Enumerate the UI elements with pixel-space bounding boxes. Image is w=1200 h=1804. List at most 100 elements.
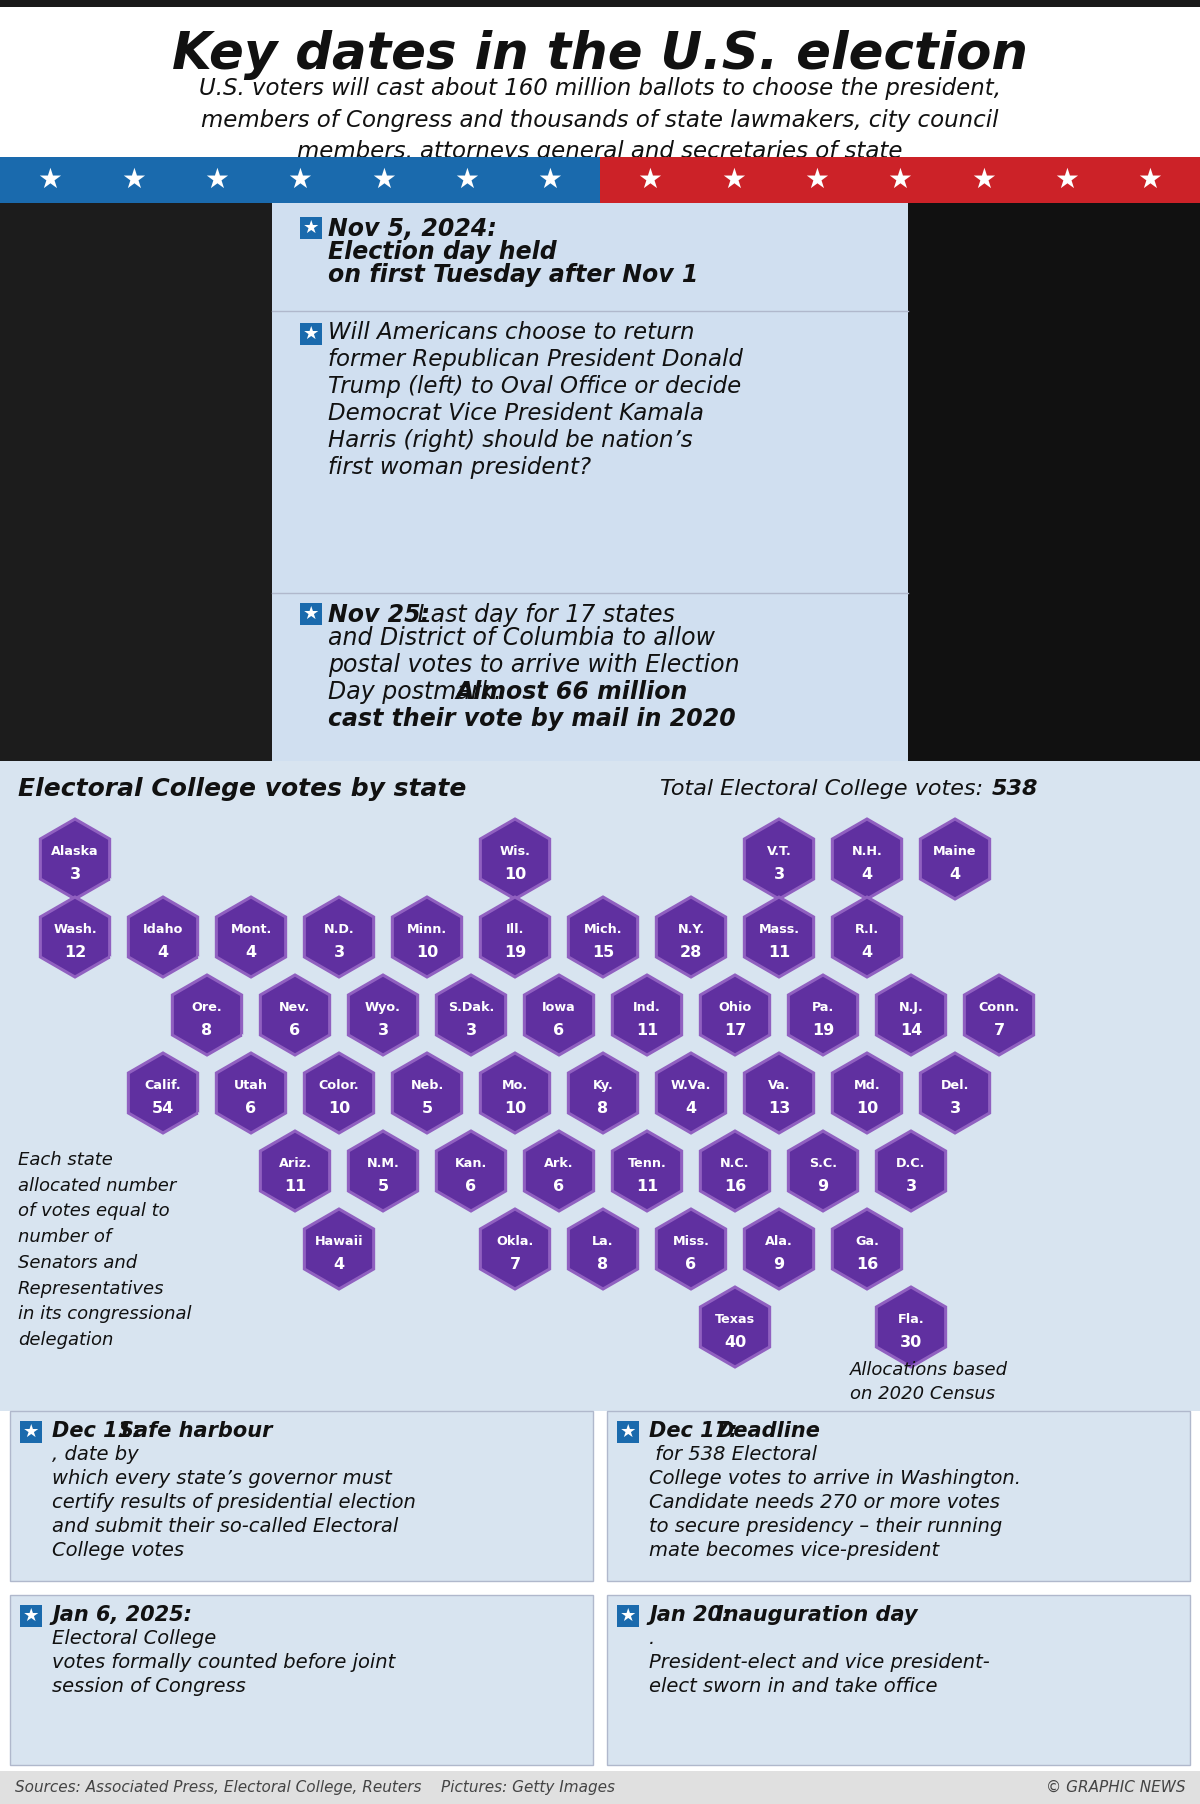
FancyBboxPatch shape xyxy=(10,1411,593,1580)
Text: Okla.: Okla. xyxy=(497,1236,534,1248)
Text: Calif.: Calif. xyxy=(145,1079,181,1091)
FancyBboxPatch shape xyxy=(0,0,1200,7)
Text: Key dates in the U.S. election: Key dates in the U.S. election xyxy=(172,31,1028,79)
Text: 16: 16 xyxy=(856,1257,878,1272)
Text: Ark.: Ark. xyxy=(545,1158,574,1171)
Polygon shape xyxy=(348,1131,418,1210)
Text: Ga.: Ga. xyxy=(856,1236,878,1248)
Text: 8: 8 xyxy=(598,1257,608,1272)
Text: 10: 10 xyxy=(856,1100,878,1115)
Text: 6: 6 xyxy=(289,1023,300,1037)
Text: Allocations based
on 2020 Census: Allocations based on 2020 Census xyxy=(850,1360,1008,1402)
Text: 4: 4 xyxy=(862,866,872,882)
Polygon shape xyxy=(524,974,594,1055)
Text: cast their vote by mail in 2020: cast their vote by mail in 2020 xyxy=(328,707,736,731)
Polygon shape xyxy=(173,974,241,1055)
Text: 3: 3 xyxy=(378,1023,389,1037)
Text: Md.: Md. xyxy=(853,1079,881,1091)
Text: Safe harbour: Safe harbour xyxy=(119,1422,272,1441)
Polygon shape xyxy=(216,1054,286,1133)
Text: Del.: Del. xyxy=(941,1079,970,1091)
Text: first woman president?: first woman president? xyxy=(328,456,592,480)
Text: S.Dak.: S.Dak. xyxy=(448,1001,494,1014)
Text: Wash.: Wash. xyxy=(53,924,97,936)
Text: ★: ★ xyxy=(288,166,312,195)
Polygon shape xyxy=(305,1054,373,1133)
Text: Ind.: Ind. xyxy=(634,1001,661,1014)
Text: Electoral College: Electoral College xyxy=(52,1629,216,1649)
Polygon shape xyxy=(480,1054,550,1133)
Polygon shape xyxy=(128,1054,198,1133)
FancyBboxPatch shape xyxy=(600,157,1200,204)
Text: Kan.: Kan. xyxy=(455,1158,487,1171)
Text: 5: 5 xyxy=(378,1178,389,1194)
FancyBboxPatch shape xyxy=(908,204,1200,761)
Text: elect sworn in and take office: elect sworn in and take office xyxy=(649,1678,937,1696)
Text: © GRAPHIC NEWS: © GRAPHIC NEWS xyxy=(1045,1781,1186,1795)
Text: 8: 8 xyxy=(598,1100,608,1115)
Text: 9: 9 xyxy=(774,1257,785,1272)
Text: and District of Columbia to allow: and District of Columbia to allow xyxy=(328,626,715,649)
Text: 538: 538 xyxy=(992,779,1038,799)
Text: ★: ★ xyxy=(302,325,319,343)
Text: 14: 14 xyxy=(900,1023,922,1037)
Text: N.J.: N.J. xyxy=(899,1001,923,1014)
Polygon shape xyxy=(788,974,858,1055)
Text: Nov 5, 2024:: Nov 5, 2024: xyxy=(328,216,497,242)
Text: Electoral College votes by state: Electoral College votes by state xyxy=(18,778,467,801)
Text: certify results of presidential election: certify results of presidential election xyxy=(52,1494,416,1512)
Polygon shape xyxy=(480,1209,550,1290)
Text: ★: ★ xyxy=(121,166,145,195)
Text: 6: 6 xyxy=(246,1100,257,1115)
Text: Va.: Va. xyxy=(768,1079,791,1091)
Text: Candidate needs 270 or more votes: Candidate needs 270 or more votes xyxy=(649,1494,1000,1512)
Text: 3: 3 xyxy=(70,866,80,882)
Text: Hawaii: Hawaii xyxy=(314,1236,364,1248)
Text: 3: 3 xyxy=(774,866,785,882)
Text: La.: La. xyxy=(593,1236,613,1248)
Polygon shape xyxy=(744,819,814,898)
Text: ★: ★ xyxy=(971,166,996,195)
Polygon shape xyxy=(260,974,330,1055)
Text: 13: 13 xyxy=(768,1100,790,1115)
Polygon shape xyxy=(833,819,901,898)
Text: 11: 11 xyxy=(636,1178,658,1194)
Text: W.Va.: W.Va. xyxy=(671,1079,712,1091)
Text: ★: ★ xyxy=(538,166,563,195)
Polygon shape xyxy=(524,1131,594,1210)
Polygon shape xyxy=(920,1054,990,1133)
Text: 10: 10 xyxy=(416,945,438,960)
Polygon shape xyxy=(701,1131,769,1210)
Polygon shape xyxy=(569,1209,637,1290)
Text: Ore.: Ore. xyxy=(192,1001,222,1014)
Polygon shape xyxy=(833,1209,901,1290)
Polygon shape xyxy=(348,974,418,1055)
Text: Nev.: Nev. xyxy=(280,1001,311,1014)
Text: Tenn.: Tenn. xyxy=(628,1158,666,1171)
Text: 6: 6 xyxy=(685,1257,696,1272)
Text: Utah: Utah xyxy=(234,1079,268,1091)
Text: 3: 3 xyxy=(949,1100,960,1115)
Text: N.M.: N.M. xyxy=(367,1158,400,1171)
Text: Nov 25:: Nov 25: xyxy=(328,603,430,628)
Text: Fla.: Fla. xyxy=(898,1313,924,1326)
FancyBboxPatch shape xyxy=(617,1422,640,1443)
Polygon shape xyxy=(437,974,505,1055)
Text: 16: 16 xyxy=(724,1178,746,1194)
Polygon shape xyxy=(701,974,769,1055)
FancyBboxPatch shape xyxy=(300,216,322,238)
Text: Deadline: Deadline xyxy=(716,1422,820,1441)
Text: 54: 54 xyxy=(152,1100,174,1115)
Text: U.S. voters will cast about 160 million ballots to choose the president,
members: U.S. voters will cast about 160 million … xyxy=(199,78,1001,162)
Text: Pa.: Pa. xyxy=(812,1001,834,1014)
Text: 7: 7 xyxy=(510,1257,521,1272)
Text: Mass.: Mass. xyxy=(758,924,799,936)
Polygon shape xyxy=(701,1286,769,1367)
Text: 4: 4 xyxy=(334,1257,344,1272)
Text: Wis.: Wis. xyxy=(499,846,530,859)
Text: ★: ★ xyxy=(371,166,396,195)
Polygon shape xyxy=(656,1054,726,1133)
Text: Ky.: Ky. xyxy=(593,1079,613,1091)
Text: former Republican President Donald: former Republican President Donald xyxy=(328,348,743,372)
Text: Color.: Color. xyxy=(319,1079,359,1091)
